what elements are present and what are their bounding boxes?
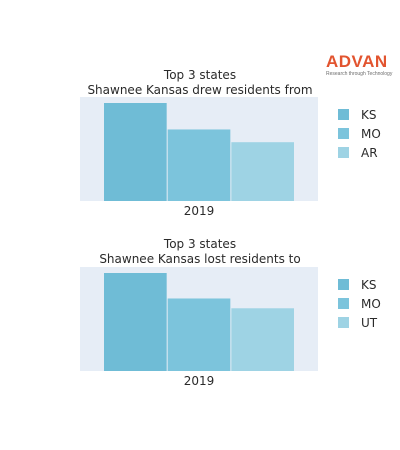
x-tick-label: 2019	[184, 204, 215, 218]
bar-mo	[167, 298, 231, 371]
legend-swatch-ks	[338, 109, 349, 120]
legend-label-ut: UT	[361, 316, 378, 330]
chart-2: KS MO UT 2019	[80, 267, 381, 388]
legend-swatch-mo	[338, 128, 349, 139]
advan-logo: ADVAN Research through Technology	[326, 53, 394, 77]
bar-ut	[231, 308, 294, 371]
legend-swatch-ut	[338, 317, 349, 328]
logo-tagline: Research through Technology	[326, 71, 393, 77]
chart-1-heading: Top 3 states Shawnee Kansas drew residen…	[60, 68, 340, 98]
bar-ar	[231, 142, 294, 201]
legend-swatch-ar	[338, 147, 349, 158]
logo-wordmark: ADVAN	[326, 52, 388, 71]
legend-label-ks: KS	[361, 108, 377, 122]
x-tick-label: 2019	[184, 374, 215, 388]
bar-mo	[167, 129, 231, 201]
legend-label-mo: MO	[361, 297, 381, 311]
legend-label-ar: AR	[361, 146, 378, 160]
legend-label-mo: MO	[361, 127, 381, 141]
bar-ks	[104, 273, 167, 371]
chart-1-title: Top 3 states	[163, 68, 237, 82]
legend-swatch-mo	[338, 298, 349, 309]
legend-label-ks: KS	[361, 278, 377, 292]
legend-swatch-ks	[338, 279, 349, 290]
bar-ks	[104, 103, 167, 201]
chart-1: KS MO AR 2019	[80, 97, 381, 218]
chart-2-subtitle: Shawnee Kansas lost residents to	[99, 252, 301, 266]
chart-2-title: Top 3 states	[163, 237, 237, 251]
chart-1-subtitle: Shawnee Kansas drew residents from	[87, 83, 313, 97]
chart-2-heading: Top 3 states Shawnee Kansas lost residen…	[60, 237, 340, 267]
